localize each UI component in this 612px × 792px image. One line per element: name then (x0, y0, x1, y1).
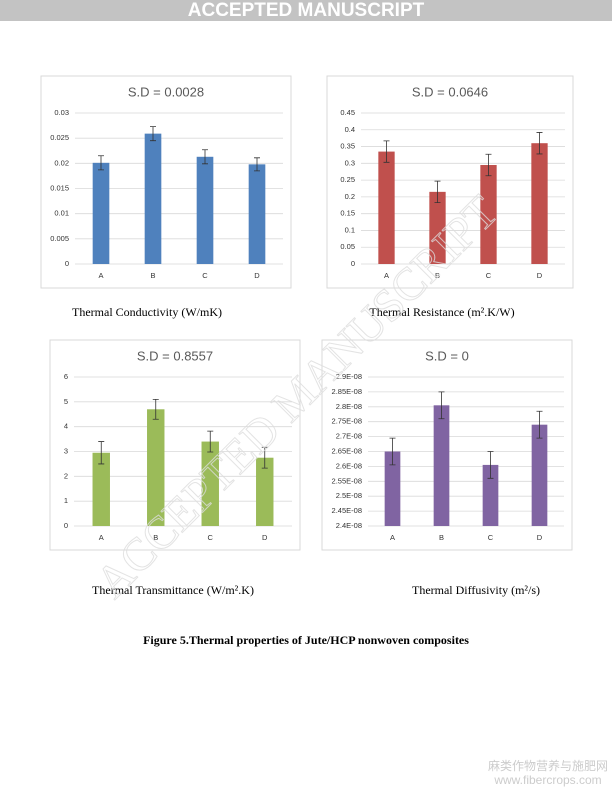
bar (144, 133, 162, 264)
y-tick-label: 0.35 (340, 142, 355, 151)
error-bar (383, 140, 390, 163)
bar (201, 441, 219, 526)
x-tick-label: C (208, 533, 214, 542)
x-tick-label: B (150, 271, 155, 280)
chart-title: S.D = 0 (425, 348, 469, 363)
x-tick-label: D (262, 533, 268, 542)
error-bar (536, 410, 543, 439)
y-tick-label: 2.85E-08 (332, 387, 362, 396)
error-bar (434, 180, 441, 203)
y-tick-label: 2.55E-08 (332, 476, 362, 485)
error-bar (485, 153, 492, 177)
bar (531, 424, 548, 526)
bar (429, 191, 446, 264)
y-tick-label: 0 (64, 521, 68, 530)
y-tick-label: 1 (64, 496, 68, 505)
y-tick-label: 0.02 (54, 158, 69, 167)
y-tick-label: 2.7E-08 (336, 432, 362, 441)
chart-caption: Thermal Resistance (m².K/W) (369, 305, 514, 319)
y-tick-label: 0.3 (345, 158, 355, 167)
y-tick-label: 0.15 (340, 209, 355, 218)
error-bar (202, 149, 208, 165)
y-tick-label: 0.05 (340, 242, 355, 251)
error-bar (150, 126, 156, 142)
y-tick-label: 3 (64, 446, 68, 455)
bar (256, 457, 274, 526)
bar (92, 452, 110, 526)
x-tick-label: C (488, 533, 494, 542)
site-name: 麻类作物营养与施肥网 (488, 758, 608, 773)
bar (531, 143, 548, 264)
x-tick-label: D (254, 271, 260, 280)
y-tick-label: 2.75E-08 (332, 417, 362, 426)
bar (248, 164, 266, 264)
bar (433, 405, 450, 526)
error-bar (536, 132, 543, 155)
y-tick-label: 0.25 (340, 175, 355, 184)
y-tick-label: 0.01 (54, 209, 69, 218)
bar (196, 156, 214, 264)
y-tick-label: 0.03 (54, 108, 69, 117)
error-bar (152, 398, 159, 420)
chart-caption: Thermal Transmittance (W/m².K) (92, 583, 254, 597)
x-tick-label: C (486, 271, 492, 280)
bar (482, 464, 499, 526)
y-tick-label: 0 (351, 259, 355, 268)
chart-title: S.D = 0.8557 (137, 348, 213, 363)
y-tick-label: 2 (64, 471, 68, 480)
y-tick-label: 2.4E-08 (336, 521, 362, 530)
y-tick-label: 5 (64, 397, 68, 406)
y-tick-label: 2.5E-08 (336, 491, 362, 500)
y-tick-label: 0.1 (345, 225, 355, 234)
x-tick-label: B (435, 271, 440, 280)
error-bar (207, 430, 214, 453)
site-url: www.fibercrops.com (493, 773, 601, 787)
y-tick-label: 2.8E-08 (336, 402, 362, 411)
y-tick-label: 0.015 (50, 183, 69, 192)
x-tick-label: D (537, 271, 543, 280)
x-tick-label: C (202, 271, 208, 280)
header-band (0, 0, 612, 21)
x-tick-label: B (439, 533, 444, 542)
y-tick-label: 0.005 (50, 234, 69, 243)
x-tick-label: A (384, 271, 389, 280)
y-tick-label: 0 (65, 259, 69, 268)
y-tick-label: 0.45 (340, 108, 355, 117)
y-tick-label: 0.4 (345, 125, 355, 134)
y-tick-label: 6 (64, 372, 68, 381)
bar (480, 165, 497, 264)
x-tick-label: A (98, 271, 103, 280)
x-tick-label: D (537, 533, 543, 542)
x-tick-label: A (99, 533, 104, 542)
figure-caption: Figure 5.Thermal properties of Jute/HCP … (143, 633, 469, 647)
chart-title: S.D = 0.0646 (412, 84, 488, 99)
bar (384, 451, 401, 526)
y-tick-label: 2.9E-08 (336, 372, 362, 381)
bar (378, 151, 395, 264)
bar (92, 162, 110, 264)
error-bar (438, 391, 445, 420)
y-tick-label: 4 (64, 422, 68, 431)
y-tick-label: 0.2 (345, 192, 355, 201)
error-bar (261, 446, 268, 469)
error-bar (98, 441, 105, 465)
error-bar (487, 451, 494, 479)
x-tick-label: A (390, 533, 395, 542)
error-bar (98, 155, 104, 171)
y-tick-label: 2.65E-08 (332, 446, 362, 455)
header: ACCEPTED MANUSCRIPT (188, 0, 425, 21)
y-tick-label: 2.6E-08 (336, 461, 362, 470)
bar (147, 409, 165, 526)
chart-title: S.D = 0.0028 (128, 84, 204, 99)
x-tick-label: B (153, 533, 158, 542)
error-bar (389, 437, 396, 466)
chart-caption: Thermal Diffusivity (m²/s) (412, 583, 540, 597)
y-tick-label: 2.45E-08 (332, 506, 362, 515)
chart-caption: Thermal Conductivity (W/mK) (72, 305, 222, 319)
error-bar (254, 157, 260, 172)
y-tick-label: 0.025 (50, 133, 69, 142)
